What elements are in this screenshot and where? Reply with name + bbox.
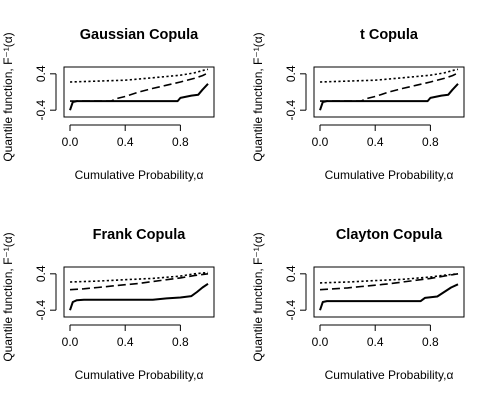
y-tick-label: -0.4 xyxy=(34,300,48,321)
series-line-dashed xyxy=(69,273,209,291)
y-axis-label: Quantile function, F⁻¹(α) xyxy=(1,32,15,161)
plot-frame xyxy=(63,266,215,318)
x-tick-label: 0.4 xyxy=(367,135,384,149)
plot-frame xyxy=(313,266,465,318)
x-tick-label: 0.4 xyxy=(367,335,384,349)
x-axis-label: Cumulative Probability,α xyxy=(75,168,204,182)
series-line-solid xyxy=(319,83,459,111)
y-axis-label: Quantile function, F⁻¹(α) xyxy=(251,32,265,161)
x-tick-label: 0.8 xyxy=(422,335,439,349)
y-tick-label: -0.4 xyxy=(34,100,48,121)
x-tick-label: 0.0 xyxy=(62,135,79,149)
chart-title: Clayton Copula xyxy=(336,227,443,243)
series-line-solid xyxy=(69,83,209,111)
x-axis-label: Cumulative Probability,α xyxy=(325,368,454,382)
y-tick-label: 0.4 xyxy=(34,265,48,282)
series-line-solid xyxy=(69,282,209,311)
y-tick-label: -0.4 xyxy=(284,300,298,321)
y-axis-label: Quantile function, F⁻¹(α) xyxy=(1,232,15,361)
x-tick-label: 0.8 xyxy=(172,135,189,149)
y-tick-label: -0.4 xyxy=(284,100,298,121)
x-tick-label: 0.4 xyxy=(117,135,134,149)
x-tick-label: 0.0 xyxy=(62,335,79,349)
chart-panel-4: Clayton Copula 0.0 0.4 0.8 -0.4 0.4 Cumulative… xyxy=(251,227,465,382)
series-line-dashed xyxy=(319,273,459,291)
y-tick-label: 0.4 xyxy=(284,65,298,82)
series-line-solid xyxy=(319,283,459,311)
y-tick-label: 0.4 xyxy=(284,265,298,282)
chart-panel-2: t Copula 0.0 0.4 0.8 -0.4 0.4 Cumulative Proba… xyxy=(251,27,465,182)
x-tick-label: 0.8 xyxy=(172,335,189,349)
x-axis-label: Cumulative Probability,α xyxy=(75,368,204,382)
series-line-dotted xyxy=(69,271,209,283)
series-line-dashed xyxy=(320,72,459,102)
chart-title: Frank Copula xyxy=(93,227,187,243)
x-tick-label: 0.8 xyxy=(422,135,439,149)
x-tick-label: 0.4 xyxy=(117,335,134,349)
plot-frame xyxy=(63,66,215,118)
plot-frame xyxy=(313,66,465,118)
series-line-dashed xyxy=(70,72,209,102)
chart-title: Gaussian Copula xyxy=(80,27,199,43)
x-tick-label: 0.0 xyxy=(312,335,329,349)
series-line-dotted xyxy=(319,68,459,83)
series-line-dotted xyxy=(69,68,209,83)
x-tick-label: 0.0 xyxy=(312,135,329,149)
x-axis-label: Cumulative Probability,α xyxy=(325,168,454,182)
series-line-dotted xyxy=(319,273,459,284)
y-tick-label: 0.4 xyxy=(34,65,48,82)
y-axis-label: Quantile function, F⁻¹(α) xyxy=(251,232,265,361)
chart-title: t Copula xyxy=(360,27,419,43)
chart-panel-3: Frank Copula 0.0 0.4 0.8 -0.4 0.4 Cumulative P… xyxy=(1,227,215,382)
chart-panel-1: Gaussian Copula 0.0 0.4 0.8 -0.4 0.4 Cumulativ… xyxy=(1,27,215,182)
